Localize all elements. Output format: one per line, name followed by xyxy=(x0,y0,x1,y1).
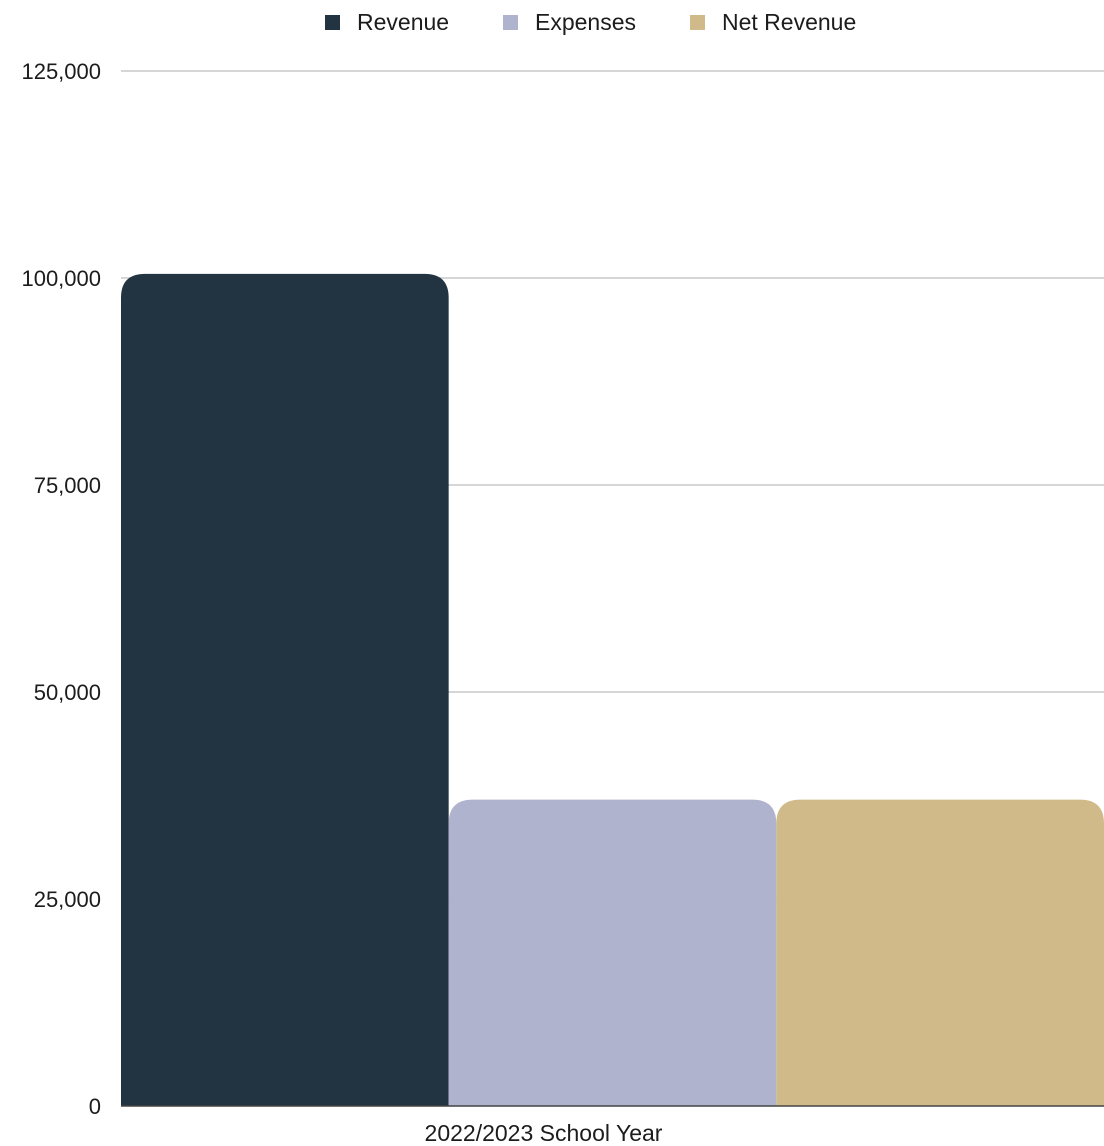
x-tick-label: 2022/2023 School Year xyxy=(425,1120,663,1146)
y-axis-ticks: 0 25,000 50,000 75,000 100,000 125,000 xyxy=(21,59,101,1119)
y-tick-label: 50,000 xyxy=(34,680,101,705)
y-tick-label: 125,000 xyxy=(21,59,101,84)
y-tick-label: 100,000 xyxy=(21,266,101,291)
y-tick-label: 25,000 xyxy=(34,887,101,912)
x-axis-ticks: 2022/2023 School Year xyxy=(425,1120,663,1146)
legend-swatch xyxy=(325,15,340,30)
bar-expenses xyxy=(448,799,777,1106)
y-tick-label: 0 xyxy=(89,1094,101,1119)
legend-label: Expenses xyxy=(535,9,636,35)
legend: Revenue Expenses Net Revenue xyxy=(325,9,856,35)
bar-revenue xyxy=(121,273,449,1106)
legend-label: Revenue xyxy=(357,9,449,35)
y-tick-label: 75,000 xyxy=(34,473,101,498)
legend-swatch xyxy=(690,15,705,30)
legend-label: Net Revenue xyxy=(722,9,856,35)
bar-net-revenue xyxy=(776,799,1104,1106)
bars xyxy=(121,273,1104,1107)
legend-swatch xyxy=(503,15,518,30)
